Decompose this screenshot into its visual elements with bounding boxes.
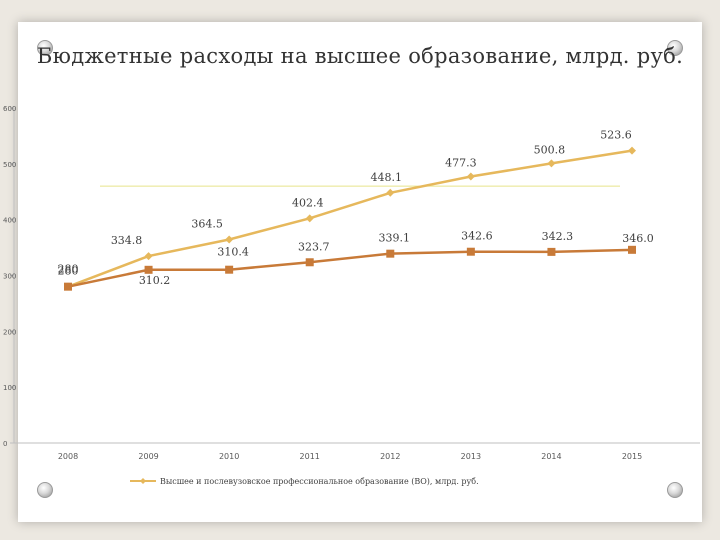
series-2-point <box>64 282 72 291</box>
series-2-point <box>386 249 395 258</box>
x-tick-label: 2012 <box>380 452 400 461</box>
y-tick-label: 0 <box>3 440 7 448</box>
data-label: 477.3 <box>445 157 477 170</box>
data-label: 280 <box>58 263 79 276</box>
y-tick-label: 300 <box>3 273 16 281</box>
series-2-point <box>305 258 314 267</box>
series-1-point <box>466 172 475 181</box>
y-tick-label: 400 <box>3 217 16 225</box>
data-label: 342.3 <box>542 230 574 243</box>
chart-title: Бюджетные расходы на высшее образование,… <box>36 44 684 68</box>
series-1-point <box>144 252 153 261</box>
series-2-point <box>225 265 234 274</box>
data-label: 342.6 <box>461 230 493 243</box>
series-line-2 <box>67 248 633 288</box>
y-tick-label: 600 <box>3 105 16 113</box>
data-label: 500.8 <box>534 143 566 156</box>
pin-top-right-icon <box>667 40 683 56</box>
series-2-point <box>547 247 556 256</box>
x-tick-label: 2010 <box>219 452 239 461</box>
data-label: 364.5 <box>191 217 223 230</box>
y-tick-label: 200 <box>3 328 16 336</box>
data-label: 402.4 <box>292 196 324 209</box>
pin-bottom-left-icon <box>37 482 53 498</box>
data-label: 323.7 <box>298 240 330 253</box>
x-tick-label: 2009 <box>138 452 158 461</box>
y-tick-label: 100 <box>3 384 16 392</box>
series-2-point <box>466 247 475 256</box>
data-label: 310.2 <box>139 274 171 287</box>
y-tick-label: 500 <box>3 161 16 169</box>
pin-top-left-icon <box>37 40 53 56</box>
series-2-point <box>144 265 153 274</box>
series-1-point <box>225 235 234 244</box>
data-label: 334.8 <box>111 234 143 247</box>
data-label: 346.0 <box>622 232 654 245</box>
series-2-point <box>628 245 636 254</box>
data-label: 448.1 <box>371 171 403 184</box>
legend-marker <box>140 478 146 484</box>
data-label: 339.1 <box>379 232 411 245</box>
data-label: 523.6 <box>600 129 632 142</box>
legend-label: Высшее и послевузовское профессиональное… <box>160 477 479 486</box>
series-1-point <box>628 146 636 155</box>
x-tick-label: 2008 <box>58 452 78 461</box>
series-1-point <box>386 188 395 197</box>
series-line-1 <box>67 149 633 288</box>
series-1-point <box>305 214 314 223</box>
x-tick-label: 2014 <box>541 452 561 461</box>
data-label: 280 <box>58 265 79 278</box>
x-tick-label: 2015 <box>622 452 642 461</box>
x-tick-label: 2013 <box>461 452 481 461</box>
pin-bottom-right-icon <box>667 482 683 498</box>
series-1-point <box>547 159 556 168</box>
data-label: 310.4 <box>217 246 249 259</box>
x-tick-label: 2011 <box>300 452 320 461</box>
